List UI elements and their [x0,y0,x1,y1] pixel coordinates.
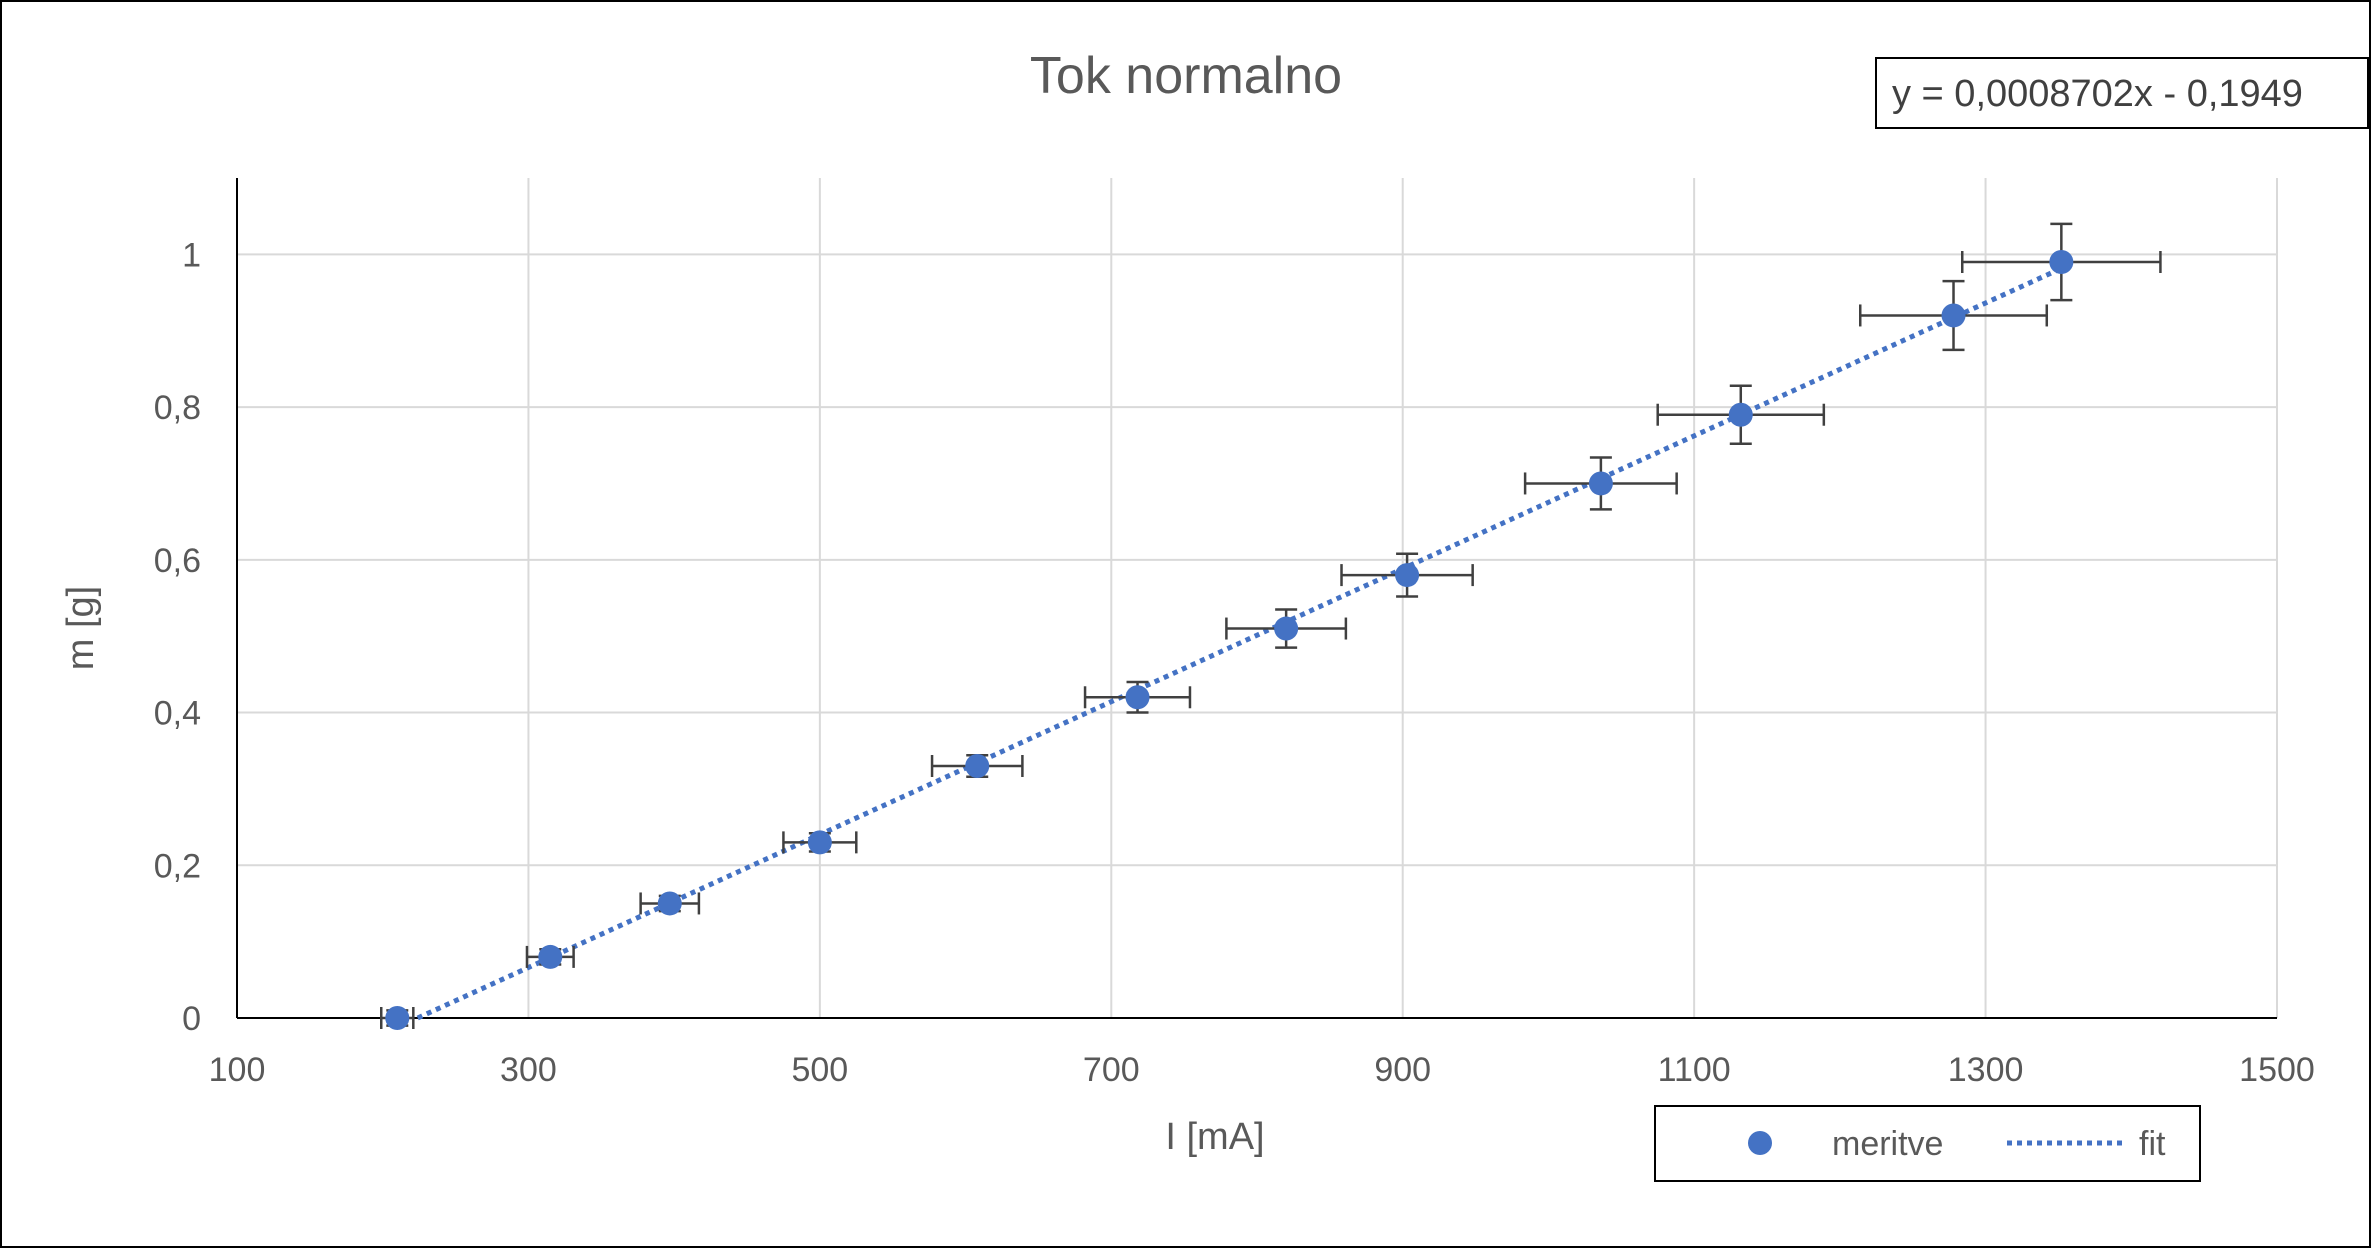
x-tick-label-900: 900 [1374,1051,1431,1089]
gridlines [237,178,2278,1018]
chart-title: Tok normalno [1030,47,1342,105]
data-point-6 [1274,616,1299,641]
y-axis-tick-labels: 0 0,2 0,4 0,6 0,8 1 [154,236,201,1038]
x-axis-tick-labels: 100 300 500 700 900 1100 1300 1500 [209,1051,2315,1089]
y-axis-title: m [g] [60,586,102,670]
legend-label-fit: fit [2139,1125,2166,1163]
x-tick-label-100: 100 [209,1051,266,1089]
x-tick-label-1500: 1500 [2239,1051,2315,1089]
data-point-9 [1728,402,1753,427]
y-tick-label-1: 0,2 [154,847,201,885]
data-point-0 [385,1006,410,1030]
data-point-10 [1941,303,1966,328]
equation-box-border [1875,57,2369,129]
x-axis-title: I [mA] [1165,1116,1264,1158]
equation-box: y = 0,0008702x - 0,1949 [1875,57,2369,129]
x-tick-label-500: 500 [791,1051,848,1089]
data-point-7 [1395,563,1420,588]
data-point-4 [965,754,990,778]
data-point-5 [1125,685,1150,710]
legend-marker-meritve [1748,1131,1772,1155]
y-tick-label-2: 0,4 [154,695,201,733]
x-tick-label-700: 700 [1083,1051,1140,1089]
x-tick-label-1100: 1100 [1658,1051,1731,1089]
legend: meritve fit [1654,1105,2201,1182]
y-tick-label-3: 0,6 [154,542,201,580]
data-point-11 [2049,250,2074,274]
data-point-8 [1588,471,1613,496]
x-tick-label-300: 300 [500,1051,557,1089]
data-point-2 [657,891,682,916]
x-tick-label-1300: 1300 [1948,1051,2024,1089]
legend-label-meritve: meritve [1832,1125,1943,1163]
meritve-series [385,250,2074,1030]
trendline-equation: y = 0,0008702x - 0,1949 [1892,73,2303,115]
data-point-3 [807,830,832,855]
y-tick-label-4: 0,8 [154,389,201,427]
data-point-1 [538,944,563,969]
y-tick-label-5: 1 [182,236,201,274]
fit-series [416,266,2063,1021]
fit-trendline [416,266,2063,1021]
y-tick-label-0: 0 [182,1000,201,1038]
axes [236,178,2277,1019]
